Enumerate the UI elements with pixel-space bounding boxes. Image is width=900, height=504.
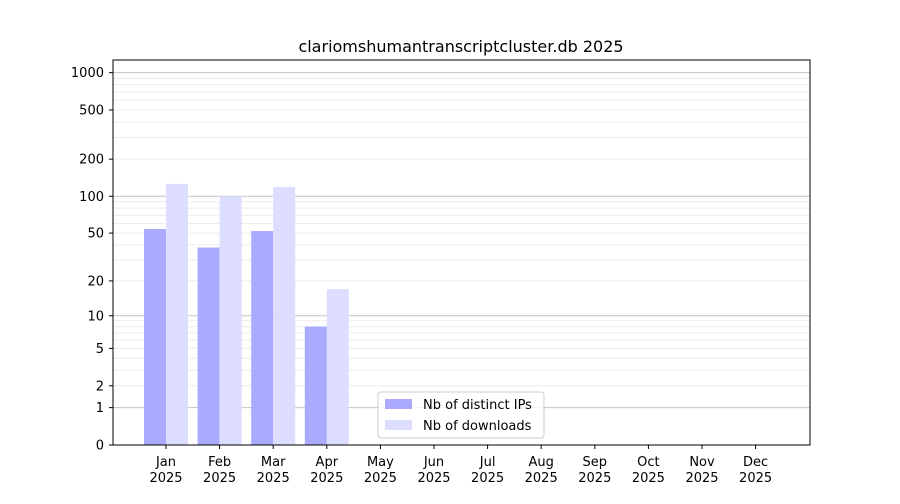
y-tick-label: 1000 [71,66,104,81]
x-tick-label: Jul [479,455,496,470]
y-tick-label: 2 [96,379,104,394]
legend-label-ips: Nb of distinct IPs [423,398,532,413]
legend-swatch-ips [385,399,412,409]
bars [144,183,349,445]
y-axis: 0 1 2 5 10 20 50 100 200 500 1000 [71,66,113,454]
legend-box [377,391,545,439]
x-tick-label: Nov [689,455,715,470]
bar-downloads [326,289,349,445]
y-tick-label: 10 [87,309,104,324]
x-tick-label: Aug [529,455,554,470]
y-tick-label: 20 [87,274,104,289]
legend-swatch-downloads [385,420,412,430]
x-tick-label: 2025 [739,471,772,486]
x-tick-label: 2025 [578,471,611,486]
x-tick-label: 2025 [203,471,236,486]
x-tick-label: 2025 [364,471,397,486]
bar-distinct-ips [197,247,220,445]
legend-label-downloads: Nb of downloads [423,419,532,434]
y-tick-label: 5 [96,342,104,357]
x-tick-label: Oct [637,455,659,470]
x-tick-label: 2025 [471,471,504,486]
legend: Nb of distinct IPs Nb of downloads [377,391,545,439]
bar-downloads [219,196,242,445]
y-tick-label: 100 [79,190,104,205]
x-axis: Jan2025Feb2025Mar2025Apr2025May2025Jun20… [149,445,772,486]
x-tick-label: Mar [261,455,286,470]
x-tick-label: 2025 [685,471,718,486]
x-tick-label: Jan [155,455,176,470]
x-tick-label: Jun [423,455,444,470]
bar-distinct-ips [251,231,274,445]
plot-frame [112,59,811,446]
x-tick-label: 2025 [310,471,343,486]
x-tick-label: Sep [583,455,608,470]
x-tick-label: Apr [316,455,339,470]
x-tick-label: Feb [208,455,231,470]
bar-downloads [166,183,188,445]
x-tick-label: 2025 [632,471,665,486]
y-tick-label: 200 [79,153,104,168]
y-tick-label: 500 [79,103,104,118]
x-tick-label: 2025 [417,471,450,486]
y-tick-label: 50 [87,227,104,242]
y-tick-label: 0 [96,439,104,454]
bar-distinct-ips [304,326,327,445]
x-tick-label: 2025 [525,471,558,486]
bar-distinct-ips [144,229,166,445]
y-tick-label: 1 [96,401,104,416]
x-tick-label: May [367,455,394,470]
chart-title: clariomshumantranscriptcluster.db 2025 [298,37,623,56]
x-tick-label: Dec [743,455,768,470]
x-tick-label: 2025 [257,471,290,486]
bar-downloads [273,186,296,445]
x-tick-label: 2025 [149,471,182,486]
